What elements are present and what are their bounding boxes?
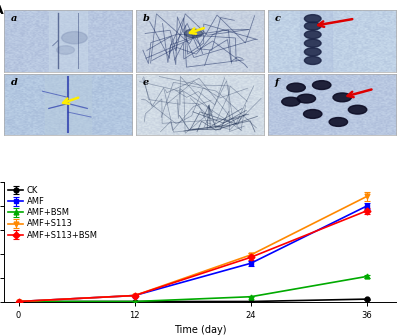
Bar — [45, 74, 91, 135]
Text: f: f — [274, 78, 278, 87]
Circle shape — [56, 46, 74, 54]
Legend: CK, AMF, AMF+BSM, AMF+S113, AMF+S113+BSM: CK, AMF, AMF+BSM, AMF+S113, AMF+S113+BSM — [6, 185, 99, 241]
Circle shape — [282, 97, 300, 106]
Circle shape — [304, 15, 321, 23]
Circle shape — [304, 110, 322, 118]
Circle shape — [297, 94, 316, 103]
Circle shape — [304, 57, 321, 64]
Circle shape — [348, 105, 367, 114]
Bar — [49, 10, 87, 72]
Circle shape — [304, 48, 321, 56]
Circle shape — [62, 31, 87, 44]
Circle shape — [329, 118, 348, 126]
Circle shape — [304, 22, 321, 30]
Circle shape — [333, 93, 352, 102]
Text: d: d — [10, 78, 17, 87]
X-axis label: Time (day): Time (day) — [174, 325, 226, 335]
Circle shape — [304, 30, 321, 39]
Bar — [300, 10, 332, 72]
Circle shape — [185, 29, 202, 38]
Text: A: A — [0, 4, 3, 17]
Text: c: c — [274, 14, 280, 23]
Circle shape — [312, 81, 331, 89]
Text: b: b — [142, 14, 149, 23]
Text: e: e — [142, 78, 149, 87]
Circle shape — [287, 83, 305, 92]
Circle shape — [304, 39, 321, 47]
Text: a: a — [10, 14, 17, 23]
